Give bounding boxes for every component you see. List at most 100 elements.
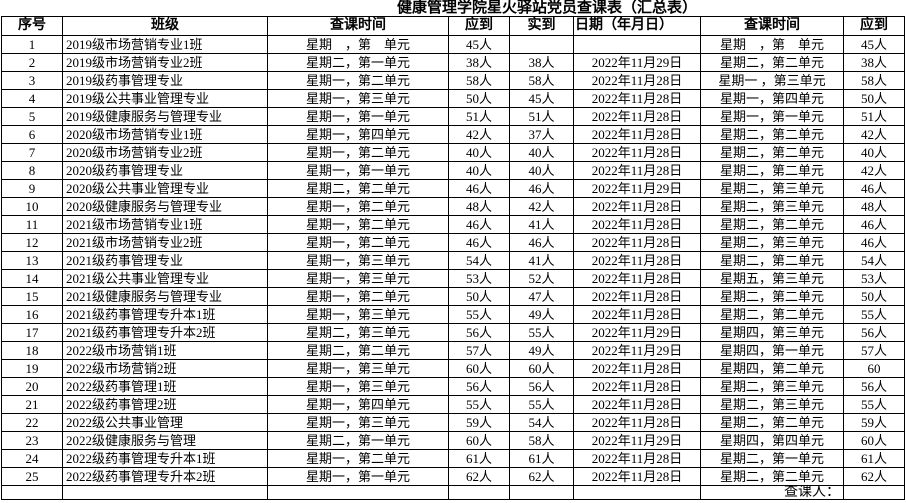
table-cell: 2021级公共事业管理专业 <box>62 269 268 288</box>
table-cell: 星期二，第二单元 <box>700 53 844 72</box>
page-title: 健康管理学院星火驿站党员查课表（汇总表） <box>396 0 697 16</box>
table-cell: 42人 <box>843 125 905 144</box>
table-cell: 9 <box>1 179 63 198</box>
column-header: 查课时间 <box>267 16 449 36</box>
table-cell: 星期二，第三单元 <box>700 233 844 252</box>
table-cell: 2022年11月28日 <box>573 413 701 432</box>
table-cell: 46人 <box>448 179 510 198</box>
table-row: 15 2021级健康服务与管理专业 星期一，第二单元 50人 47人 2022年11月28… <box>1 287 905 306</box>
table-cell: 星期五，第三单元 <box>700 269 844 288</box>
table-cell: 星期 ，第 单元 <box>700 35 844 54</box>
table-cell <box>1 485 63 500</box>
table-cell: 星期四，第一单元 <box>700 341 844 360</box>
table-cell: 星期一，第二单元 <box>267 215 449 234</box>
table-cell: 2022年11月29日 <box>573 179 701 198</box>
table-cell: 46人 <box>448 215 510 234</box>
table-cell: 2022年11月28日 <box>573 197 701 216</box>
table-cell: 2022年11月28日 <box>573 233 701 252</box>
table-cell <box>448 485 510 500</box>
table-cell: 40人 <box>509 143 574 162</box>
table-row: 1 2019级市场营销专业1班 星期 ，第 单元 45人 星期 ，第 单元 45人 <box>1 35 905 54</box>
table-cell: 40人 <box>843 143 905 162</box>
table-cell: 2022级药事管理专升本1班 <box>62 449 268 468</box>
table-cell: 2020级公共事业管理专业 <box>62 179 268 198</box>
table-cell: 2022级市场营销2班 <box>62 359 268 378</box>
table-cell: 50人 <box>843 89 905 108</box>
table-cell <box>509 485 574 500</box>
table-row: 22 2022级公共事业管理 星期一，第三单元 59人 54人 2022年11月28日 星期… <box>1 413 905 432</box>
table-cell: 57人 <box>843 341 905 360</box>
table-cell: 41人 <box>509 215 574 234</box>
table-cell: 星期一，第二单元 <box>267 197 449 216</box>
table-cell: 11 <box>1 215 63 234</box>
table-cell: 星期二，第一单元 <box>267 431 449 450</box>
table-cell: 2022级市场营销1班 <box>62 341 268 360</box>
table-row: 23 2022级健康服务与管理 星期二，第一单元 60人 58人 2022年11月29日星… <box>1 431 905 450</box>
table-cell: 2019级公共事业管理专业 <box>62 89 268 108</box>
table-cell: 42人 <box>843 161 905 180</box>
table-cell: 2022年11月28日 <box>573 395 701 414</box>
table-cell: 13 <box>1 251 63 270</box>
column-header: 日期（年月日） <box>573 16 701 36</box>
table-cell: 2022级公共事业管理 <box>62 413 268 432</box>
table-cell: 2021级市场营销专业2班 <box>62 233 268 252</box>
table-cell: 56人 <box>448 323 510 342</box>
table-row: 2 2019级市场营销专业2班 星期二，第一单元 38人 38人 2022年11月29日星… <box>1 53 905 72</box>
table-cell: 星期二，第三单元 <box>700 197 844 216</box>
table-cell: 星期二，第一单元 <box>700 449 844 468</box>
table-cell: 42人 <box>509 197 574 216</box>
table-row: 17 2021级药事管理专升本2班 星期二，第三单元 56人 55人 2022年11月29… <box>1 323 905 342</box>
table-cell: 46人 <box>843 179 905 198</box>
table-cell: 星期二，第二单元 <box>700 215 844 234</box>
table-cell: 52人 <box>509 269 574 288</box>
table-cell: 2022级健康服务与管理 <box>62 431 268 450</box>
table-cell: 41人 <box>509 251 574 270</box>
table-cell: 46人 <box>448 233 510 252</box>
table-cell: 51人 <box>509 107 574 126</box>
table-cell: 星期一，第一单元 <box>267 107 449 126</box>
table-row: 3 2019级药事管理专业 星期一，第二单元 58人 58人 2022年11月28日 星期一… <box>1 71 905 90</box>
table-cell: 星期一，第三单元 <box>267 305 449 324</box>
table-cell: 19 <box>1 359 63 378</box>
table-cell: 2022年11月28日 <box>573 377 701 396</box>
table-cell: 2022年11月28日 <box>573 71 701 90</box>
table-row: 7 2020级市场营销专业2班 星期一，第二单元 40人 40人 2022年11月28日星… <box>1 143 905 162</box>
table-cell: 58人 <box>509 71 574 90</box>
table-cell: 2021级药事管理专升本2班 <box>62 323 268 342</box>
table-cell: 2021级药事管理专升本1班 <box>62 305 268 324</box>
column-header: 应到 <box>448 16 510 36</box>
table-cell: 6 <box>1 125 63 144</box>
table-cell: 45人 <box>509 89 574 108</box>
table-cell: 61人 <box>509 449 574 468</box>
table-cell: 59人 <box>843 413 905 432</box>
table-cell: 45人 <box>843 35 905 54</box>
table-body: 1 2019级市场营销专业1班 星期 ，第 单元 45人 星期 ，第 单元 45人 2 201… <box>1 35 905 500</box>
table-cell: 58人 <box>448 71 510 90</box>
table-cell: 38人 <box>509 53 574 72</box>
table-row: 24 2022级药事管理专升本1班 星期一，第二单元 61人 61人 2022年11月28… <box>1 449 905 468</box>
table-cell: 2021级药事管理专业 <box>62 251 268 270</box>
table-cell: 51人 <box>843 107 905 126</box>
table-cell: 4 <box>1 89 63 108</box>
table-cell: 星期四，第二单元 <box>700 359 844 378</box>
table-cell: 2019级健康服务与管理专业 <box>62 107 268 126</box>
table-cell: 46人 <box>509 233 574 252</box>
table-cell: 星期一，第三单元 <box>267 269 449 288</box>
table-row: 6 2020级市场营销专业1班 星期一，第四单元 42人 37人 2022年11月28日星… <box>1 125 905 144</box>
table-cell: 星期一，第三单元 <box>267 377 449 396</box>
table-cell: 2020级市场营销专业2班 <box>62 143 268 162</box>
table-cell: 48人 <box>448 197 510 216</box>
table-row: 19 2022级市场营销2班 星期一，第三单元 60人 60人 2022年11月28日 星期… <box>1 359 905 378</box>
table-cell: 2022年11月28日 <box>573 305 701 324</box>
table-cell <box>62 485 268 500</box>
inspection-summary-table: 序号 班级 查课时间 应到 实到 日期（年月日） 查课时间 应到 1 2019级市场营销专业1班… <box>1 16 905 500</box>
table-cell: 46人 <box>843 215 905 234</box>
table-cell: 59人 <box>448 413 510 432</box>
table-cell: 2022年11月29日 <box>573 431 701 450</box>
table-cell: 星期一，第二单元 <box>267 449 449 468</box>
table-cell: 17 <box>1 323 63 342</box>
table-cell: 星期一，第一单元 <box>267 467 449 486</box>
table-cell: 2022年11月28日 <box>573 89 701 108</box>
table-cell: 49人 <box>509 305 574 324</box>
